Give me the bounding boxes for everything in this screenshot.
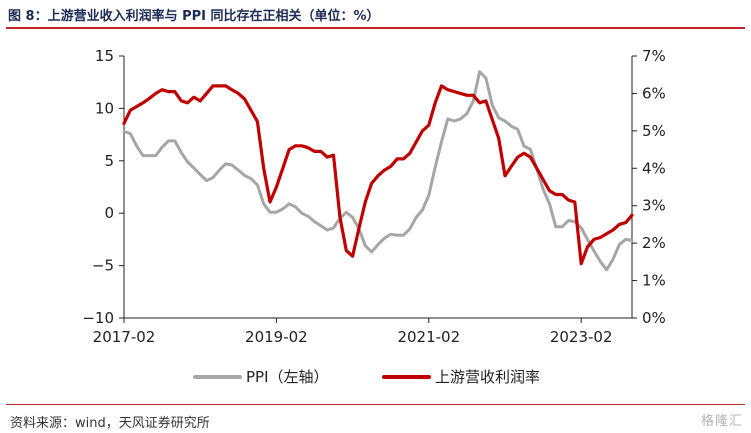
right-tick-label: 6% bbox=[642, 84, 666, 102]
series-line-margin bbox=[122, 84, 634, 266]
x-tick-label: 2017-02 bbox=[93, 328, 156, 346]
x-axis-ticks: 2017-02 2019-02 2021-02 2023-02 bbox=[93, 318, 613, 346]
right-tick-label: 0% bbox=[642, 309, 666, 327]
right-tick-label: 1% bbox=[642, 272, 666, 290]
footer-rule bbox=[6, 404, 745, 405]
right-tick-label: 4% bbox=[642, 159, 666, 177]
x-tick-label: 2021-02 bbox=[397, 328, 460, 346]
left-axis-ticks: 15 10 5 0 −5 −10 bbox=[82, 47, 124, 327]
left-tick-label: 15 bbox=[95, 47, 114, 65]
right-tick-label: 5% bbox=[642, 122, 666, 140]
right-tick-label: 2% bbox=[642, 234, 666, 252]
left-tick-label: −5 bbox=[92, 257, 114, 275]
x-tick-label: 2023-02 bbox=[550, 328, 613, 346]
x-tick-label: 2019-02 bbox=[245, 328, 308, 346]
figure-title: 图 8：上游营业收入利润率与 PPI 同比存在正相关（单位：%） bbox=[8, 9, 380, 24]
legend-label-margin: 上游营收利润率 bbox=[435, 368, 540, 386]
legend: PPI（左轴） 上游营收利润率 bbox=[193, 368, 540, 386]
left-tick-label: 10 bbox=[95, 99, 114, 117]
right-tick-label: 7% bbox=[642, 47, 666, 65]
left-tick-label: 0 bbox=[104, 204, 114, 222]
chart: 15 10 5 0 −5 −10 7% 6% 5% 4% 3% 2% 1% 0% 2017-02 2019… bbox=[82, 47, 666, 386]
left-tick-label: 5 bbox=[104, 152, 114, 170]
left-tick-label: −10 bbox=[82, 309, 114, 327]
title-rule bbox=[6, 27, 745, 29]
legend-label-ppi: PPI（左轴） bbox=[246, 368, 329, 386]
series-line-ppi bbox=[122, 70, 634, 272]
source-note: 资料来源：wind，天风证券研究所 bbox=[10, 416, 210, 431]
right-tick-label: 3% bbox=[642, 197, 666, 215]
series-layer bbox=[122, 70, 634, 272]
watermark: 格隆汇 bbox=[700, 414, 743, 429]
right-axis-ticks: 7% 6% 5% 4% 3% 2% 1% 0% bbox=[632, 47, 666, 327]
